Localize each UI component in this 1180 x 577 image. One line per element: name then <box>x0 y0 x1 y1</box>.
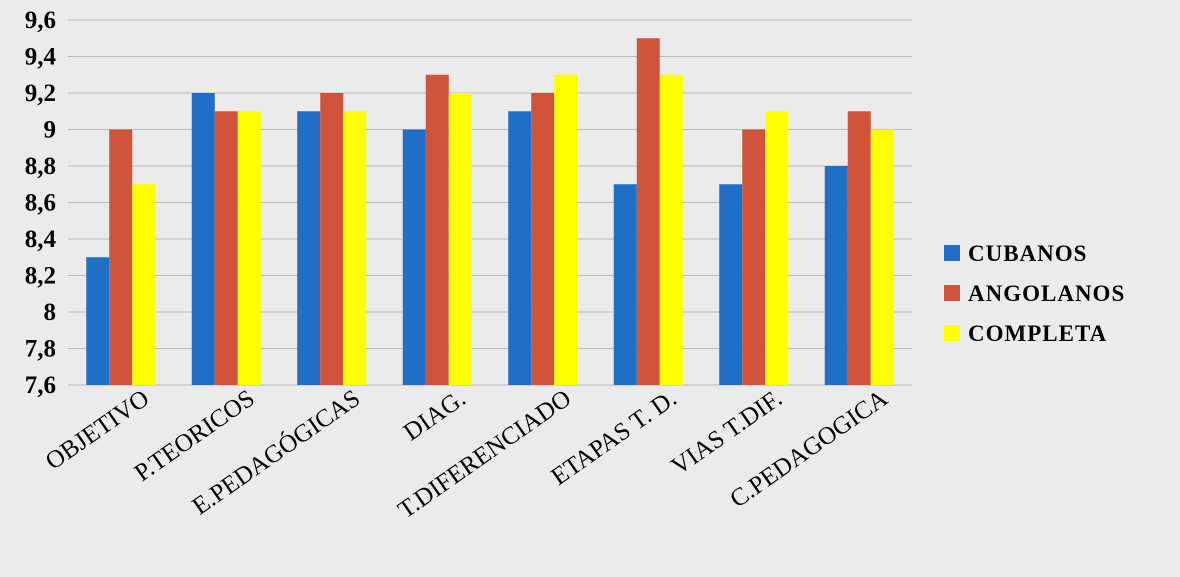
y-tick-label: 9 <box>44 117 57 144</box>
bar-angolanos-4 <box>425 74 449 385</box>
legend-swatch <box>944 245 960 261</box>
bar-cubanos-6 <box>613 184 637 385</box>
bar-completa-8 <box>870 129 894 385</box>
bar-completa-4 <box>448 93 472 385</box>
x-category-label: T.DIFERENCIADO <box>393 385 576 524</box>
bar-angolanos-6 <box>636 38 660 385</box>
bar-cubanos-7 <box>719 184 743 385</box>
bar-completa-3 <box>343 111 367 385</box>
y-tick-label: 9,4 <box>25 44 57 71</box>
bar-completa-7 <box>765 111 789 385</box>
bar-cubanos-4 <box>402 129 426 385</box>
x-category-label: DIAG. <box>399 385 471 447</box>
y-tick-label: 8 <box>44 299 57 326</box>
bar-angolanos-5 <box>531 93 555 385</box>
y-tick-label: 7,6 <box>25 372 56 399</box>
y-tick-label: 9,6 <box>25 7 56 34</box>
y-tick-label: 8,8 <box>25 153 56 180</box>
legend-label: CUBANOS <box>968 241 1087 266</box>
y-tick-label: 7,8 <box>25 336 56 363</box>
bar-cubanos-5 <box>508 111 532 385</box>
y-tick-label: 8,4 <box>25 226 57 253</box>
bar-completa-2 <box>237 111 261 385</box>
bar-completa-5 <box>554 74 578 385</box>
bar-cubanos-2 <box>191 93 215 385</box>
bar-completa-6 <box>659 74 683 385</box>
y-tick-label: 8,6 <box>25 190 56 217</box>
y-axis-tick-labels: 7,6 7,8 8 8,2 8,4 8,6 8,8 9 9,2 9,4 9,6 <box>25 7 57 399</box>
y-tick-label: 8,2 <box>25 263 56 290</box>
bar-cubanos-8 <box>824 166 848 385</box>
legend-label: COMPLETA <box>968 321 1107 346</box>
bar-completa-1 <box>132 184 156 385</box>
legend-swatch <box>944 285 960 301</box>
y-tick-label: 9,2 <box>25 80 56 107</box>
bar-angolanos-2 <box>214 111 238 385</box>
bar-angolanos-7 <box>742 129 766 385</box>
bar-angolanos-1 <box>109 129 133 385</box>
bar-cubanos-1 <box>86 257 110 385</box>
x-category-label: E.PEDAGÓGICAS <box>187 384 365 520</box>
legend-label: ANGOLANOS <box>968 281 1125 306</box>
bar-cubanos-3 <box>297 111 321 385</box>
bar-angolanos-8 <box>847 111 871 385</box>
legend: CUBANOS ANGOLANOS COMPLETA <box>944 241 1125 346</box>
bars <box>86 38 894 385</box>
bar-angolanos-3 <box>320 93 344 385</box>
legend-swatch <box>944 325 960 341</box>
